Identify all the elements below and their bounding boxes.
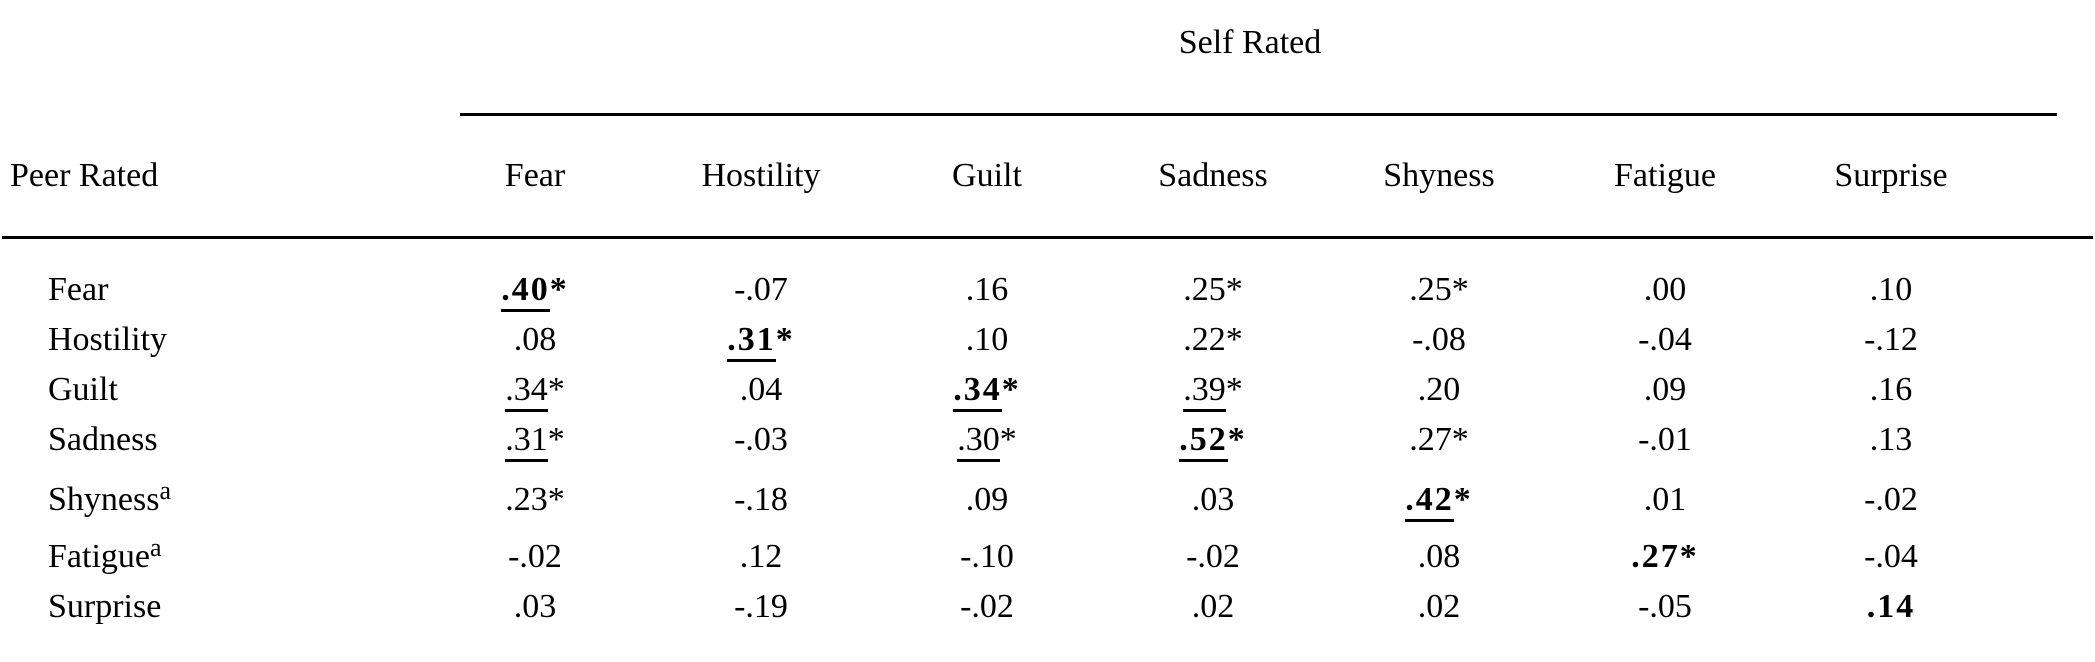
column-header-guilt: Guilt (952, 157, 1022, 194)
significance-asterisk: * (1225, 371, 1243, 408)
correlation-cell: .03 (513, 588, 557, 625)
significance-asterisk: * (1001, 371, 1021, 408)
significance-asterisk: * (1679, 538, 1699, 575)
correlation-cell: .10 (1869, 271, 1913, 308)
correlation-cell: -.04 (1864, 538, 1918, 575)
correlation-cell: -.10 (960, 538, 1014, 575)
correlation-cell: .01 (1643, 481, 1687, 518)
correlation-cell: -.03 (734, 421, 788, 458)
correlation-cell: .27* (1409, 421, 1469, 458)
table-row-guilt: Guilt .34* .04.34* .39* .20.09.16 (0, 365, 2004, 415)
correlation-cell: .52* (1100, 415, 1326, 465)
significance-asterisk: * (1451, 271, 1469, 308)
significance-asterisk: * (547, 371, 565, 408)
correlation-cell: .14 (1866, 588, 1916, 625)
correlation-cell: .31* (422, 415, 648, 465)
correlation-cell: .13 (1869, 421, 1913, 458)
significance-asterisk: * (1227, 421, 1247, 458)
correlation-cell: -.02 (960, 588, 1014, 625)
correlation-cell: .20 (1417, 371, 1461, 408)
correlation-cell: .02 (1191, 588, 1235, 625)
significance-asterisk: * (1451, 421, 1469, 458)
column-group-rule (460, 113, 2057, 116)
correlation-cell: .34* (422, 365, 648, 415)
row-label: Guilt (48, 371, 118, 408)
correlation-cell: .02 (1417, 588, 1461, 625)
column-header-shyness: Shyness (1383, 157, 1495, 194)
significance-asterisk: * (999, 421, 1017, 458)
correlation-cell: .00 (1643, 271, 1687, 308)
table-row-shyness: Shynessa .23* -.18 .09 .03 .42* .01 -.02 (0, 475, 2004, 525)
row-label: Shynessa (48, 476, 172, 519)
table-row-surprise: Surprise .03 -.19 -.02 .02 .02 -.05 .14 (0, 582, 2004, 632)
column-header-fear: Fear (504, 157, 566, 194)
correlation-cell: .03 (1191, 481, 1235, 518)
significance-asterisk: * (1453, 481, 1473, 518)
row-label: Hostility (48, 321, 168, 358)
correlation-cell: -.18 (734, 481, 788, 518)
significance-asterisk: * (775, 321, 795, 358)
table-row-fear: Fear .40* -.07 .16 .25* .25* .00 .10 (0, 265, 2004, 315)
correlation-cell: .25* (1409, 271, 1469, 308)
significance-asterisk: * (547, 421, 565, 458)
correlation-cell: .10 (965, 321, 1009, 358)
correlation-cell: .23* (505, 481, 565, 518)
table-header-row: Peer Rated Fear Hostility Guilt Sadness Shyn… (0, 152, 2004, 200)
correlation-cell: -.05 (1638, 588, 1692, 625)
correlation-cell: -.08 (1412, 321, 1466, 358)
correlation-cell: .31* (648, 315, 874, 365)
footnote-marker: a (159, 476, 172, 505)
footnote-marker: a (149, 533, 162, 562)
column-group-title: Self Rated (1178, 24, 1322, 61)
row-label: Fear (48, 271, 109, 308)
column-header-fatigue: Fatigue (1614, 157, 1716, 194)
correlation-cell: .40* (422, 265, 648, 315)
row-label: Sadness (48, 421, 158, 458)
column-header-surprise: Surprise (1834, 157, 1948, 194)
correlation-cell: .12 (739, 538, 783, 575)
table-body: Fear .40* -.07 .16 .25* .25* .00 .10 Hostility .0… (0, 265, 2004, 632)
significance-asterisk: * (547, 481, 565, 518)
correlation-cell: .08 (513, 321, 557, 358)
correlation-cell: .09 (1643, 371, 1687, 408)
correlation-cell: -.07 (734, 271, 788, 308)
row-label: Surprise (48, 588, 162, 625)
correlation-cell: .25* (1183, 271, 1243, 308)
row-group-title: Peer Rated (10, 157, 159, 194)
correlation-cell: .16 (1869, 371, 1913, 408)
column-header-sadness: Sadness (1158, 157, 1268, 194)
significance-asterisk: * (1225, 321, 1243, 358)
correlation-cell: -.12 (1864, 321, 1918, 358)
table-row-fatigue: Fatiguea -.02 .12 -.10 -.02 .08 .27* -.04 (0, 532, 2004, 582)
table-row-hostility: Hostility .08 .31* .10 .22* -.08 -.04 -.12 (0, 315, 2004, 365)
correlation-cell: -.02 (508, 538, 562, 575)
correlation-cell: .39* (1100, 365, 1326, 415)
header-rule (2, 236, 2093, 239)
correlation-cell: .04 (739, 371, 783, 408)
correlation-cell: .27* (1631, 538, 1699, 575)
table-row-sadness: Sadness .31* -.03 .30* .52* .27* -.01 .13 (0, 415, 2004, 465)
correlation-cell: -.02 (1864, 481, 1918, 518)
correlation-cell: -.04 (1638, 321, 1692, 358)
correlation-cell: .34* (874, 365, 1100, 415)
significance-asterisk: * (1225, 271, 1243, 308)
correlation-cell: -.19 (734, 588, 788, 625)
row-label: Fatiguea (48, 533, 162, 576)
correlation-cell: .30* (874, 415, 1100, 465)
significance-asterisk: * (549, 271, 569, 308)
correlation-cell: .42* (1326, 475, 1552, 525)
correlation-cell: -.01 (1638, 421, 1692, 458)
correlation-cell: .16 (965, 271, 1009, 308)
correlation-cell: -.02 (1186, 538, 1240, 575)
correlation-cell: .09 (965, 481, 1009, 518)
column-header-hostility: Hostility (701, 157, 821, 194)
correlation-cell: .22* (1183, 321, 1243, 358)
correlation-cell: .08 (1417, 538, 1461, 575)
